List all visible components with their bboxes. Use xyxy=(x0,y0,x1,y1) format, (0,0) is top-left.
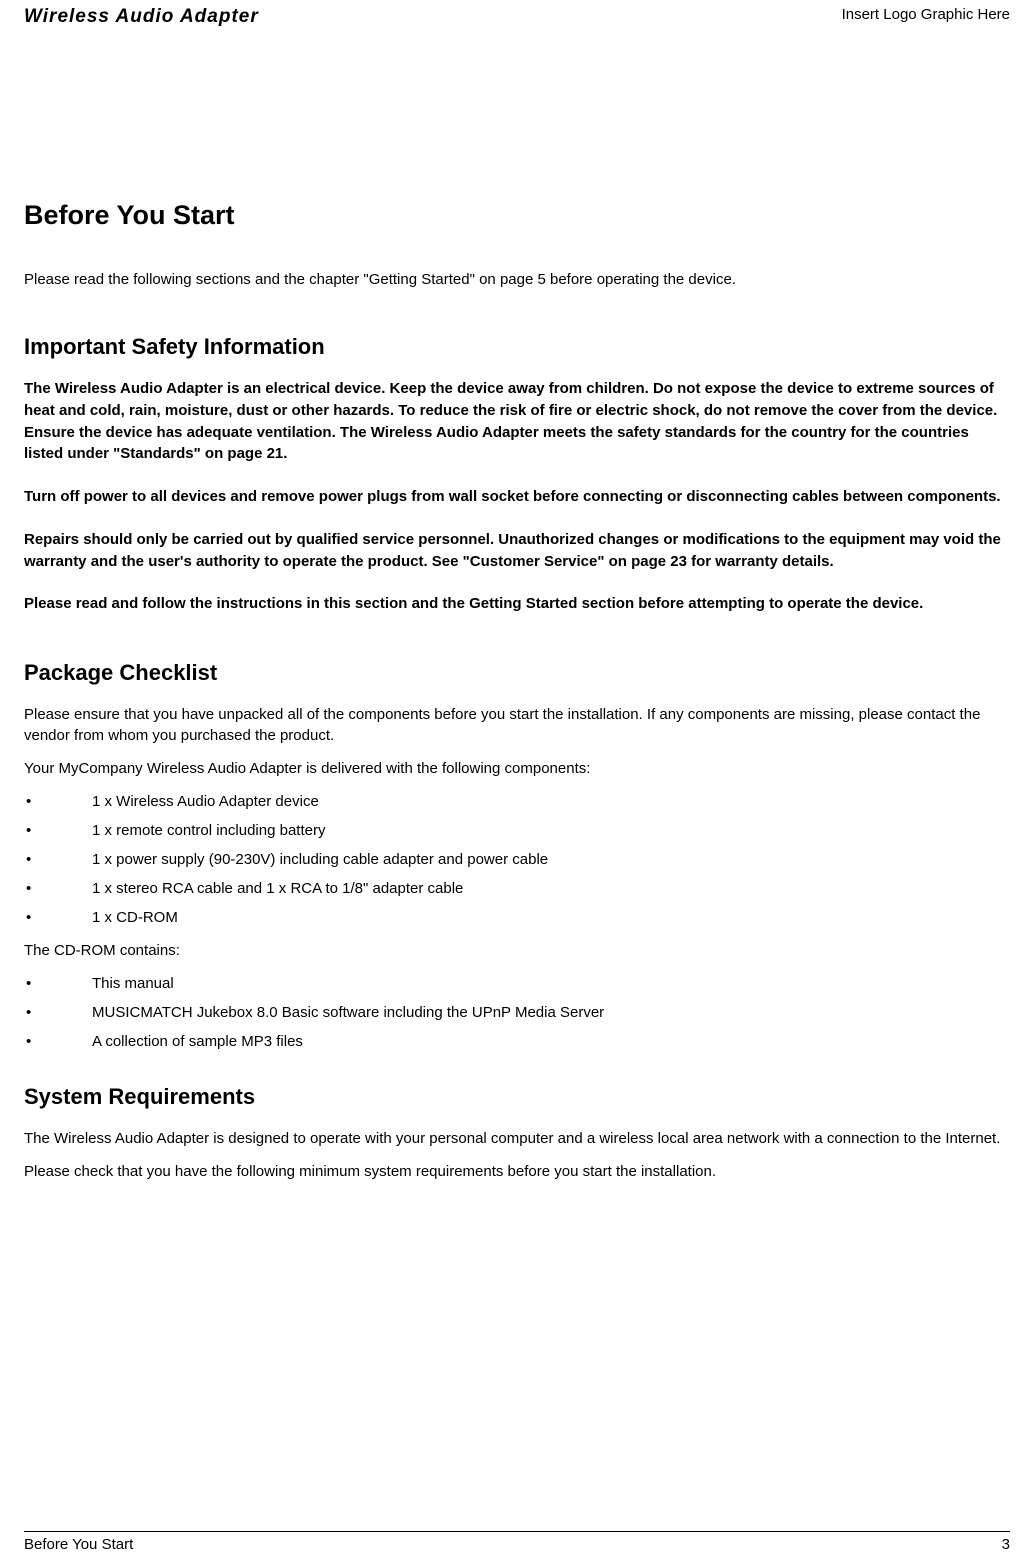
cdrom-intro: The CD-ROM contains: xyxy=(24,940,1010,961)
list-item: MUSICMATCH Jukebox 8.0 Basic software in… xyxy=(24,1002,1010,1023)
safety-paragraph-1: The Wireless Audio Adapter is an electri… xyxy=(24,378,1010,465)
list-item: 1 x remote control including battery xyxy=(24,820,1010,841)
sysreq-paragraph-2: Please check that you have the following… xyxy=(24,1161,1010,1182)
page-header: Wireless Audio Adapter Insert Logo Graph… xyxy=(24,0,1010,28)
list-item: A collection of sample MP3 files xyxy=(24,1031,1010,1052)
list-item: This manual xyxy=(24,973,1010,994)
list-item: 1 x Wireless Audio Adapter device xyxy=(24,791,1010,812)
header-product-title: Wireless Audio Adapter xyxy=(24,6,259,28)
footer-section-name: Before You Start xyxy=(24,1536,133,1553)
spacer xyxy=(24,1064,1010,1084)
safety-paragraph-2: Turn off power to all devices and remove… xyxy=(24,486,1010,508)
list-item: 1 x power supply (90-230V) including cab… xyxy=(24,849,1010,870)
package-items-list: 1 x Wireless Audio Adapter device 1 x re… xyxy=(24,791,1010,928)
page-title: Before You Start xyxy=(24,200,1010,231)
sysreq-paragraph-1: The Wireless Audio Adapter is designed t… xyxy=(24,1128,1010,1149)
package-intro-2: Your MyCompany Wireless Audio Adapter is… xyxy=(24,758,1010,779)
footer-page-number: 3 xyxy=(1002,1536,1010,1553)
list-item: 1 x stereo RCA cable and 1 x RCA to 1/8"… xyxy=(24,878,1010,899)
header-logo-placeholder: Insert Logo Graphic Here xyxy=(842,6,1010,23)
sysreq-heading: System Requirements xyxy=(24,1084,1010,1110)
list-item: 1 x CD-ROM xyxy=(24,907,1010,928)
safety-paragraph-3: Repairs should only be carried out by qu… xyxy=(24,529,1010,573)
safety-paragraph-4: Please read and follow the instructions … xyxy=(24,593,1010,615)
package-intro-1: Please ensure that you have unpacked all… xyxy=(24,704,1010,746)
page-footer: Before You Start 3 xyxy=(24,1531,1010,1553)
intro-paragraph: Please read the following sections and t… xyxy=(24,269,1010,290)
safety-heading: Important Safety Information xyxy=(24,334,1010,360)
cdrom-items-list: This manual MUSICMATCH Jukebox 8.0 Basic… xyxy=(24,973,1010,1052)
package-heading: Package Checklist xyxy=(24,660,1010,686)
spacer xyxy=(24,636,1010,660)
